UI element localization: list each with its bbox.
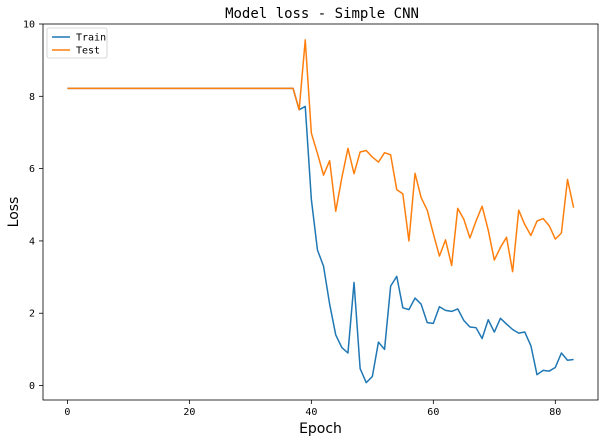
y-tick-label: 4 bbox=[29, 236, 35, 247]
legend-label-train: Train bbox=[76, 33, 106, 44]
series-layer bbox=[67, 39, 575, 384]
x-tick-label: 20 bbox=[183, 407, 195, 418]
x-tick-label: 40 bbox=[305, 407, 317, 418]
plot-area bbox=[42, 23, 599, 401]
y-tick-label: 6 bbox=[29, 164, 35, 175]
y-axis-ticks: 0 2 4 6 8 10 bbox=[23, 20, 43, 392]
x-axis-title: Epoch bbox=[299, 421, 342, 437]
series-line-test bbox=[67, 39, 575, 273]
legend-label-test: Test bbox=[76, 46, 100, 57]
y-tick-label: 0 bbox=[29, 381, 35, 392]
chart-title: Model loss - Simple CNN bbox=[225, 6, 419, 22]
x-tick-label: 80 bbox=[549, 407, 561, 418]
x-tick-label: 0 bbox=[64, 407, 70, 418]
x-axis-ticks: 0 20 40 60 80 bbox=[64, 400, 561, 418]
y-tick-label: 2 bbox=[29, 309, 35, 320]
x-tick-label: 60 bbox=[427, 407, 439, 418]
plot-frame bbox=[42, 23, 599, 401]
y-axis-title: Loss bbox=[6, 197, 22, 228]
y-tick-label: 8 bbox=[29, 92, 35, 103]
y-tick-label: 10 bbox=[23, 20, 35, 31]
legend: Train Test bbox=[46, 27, 108, 59]
